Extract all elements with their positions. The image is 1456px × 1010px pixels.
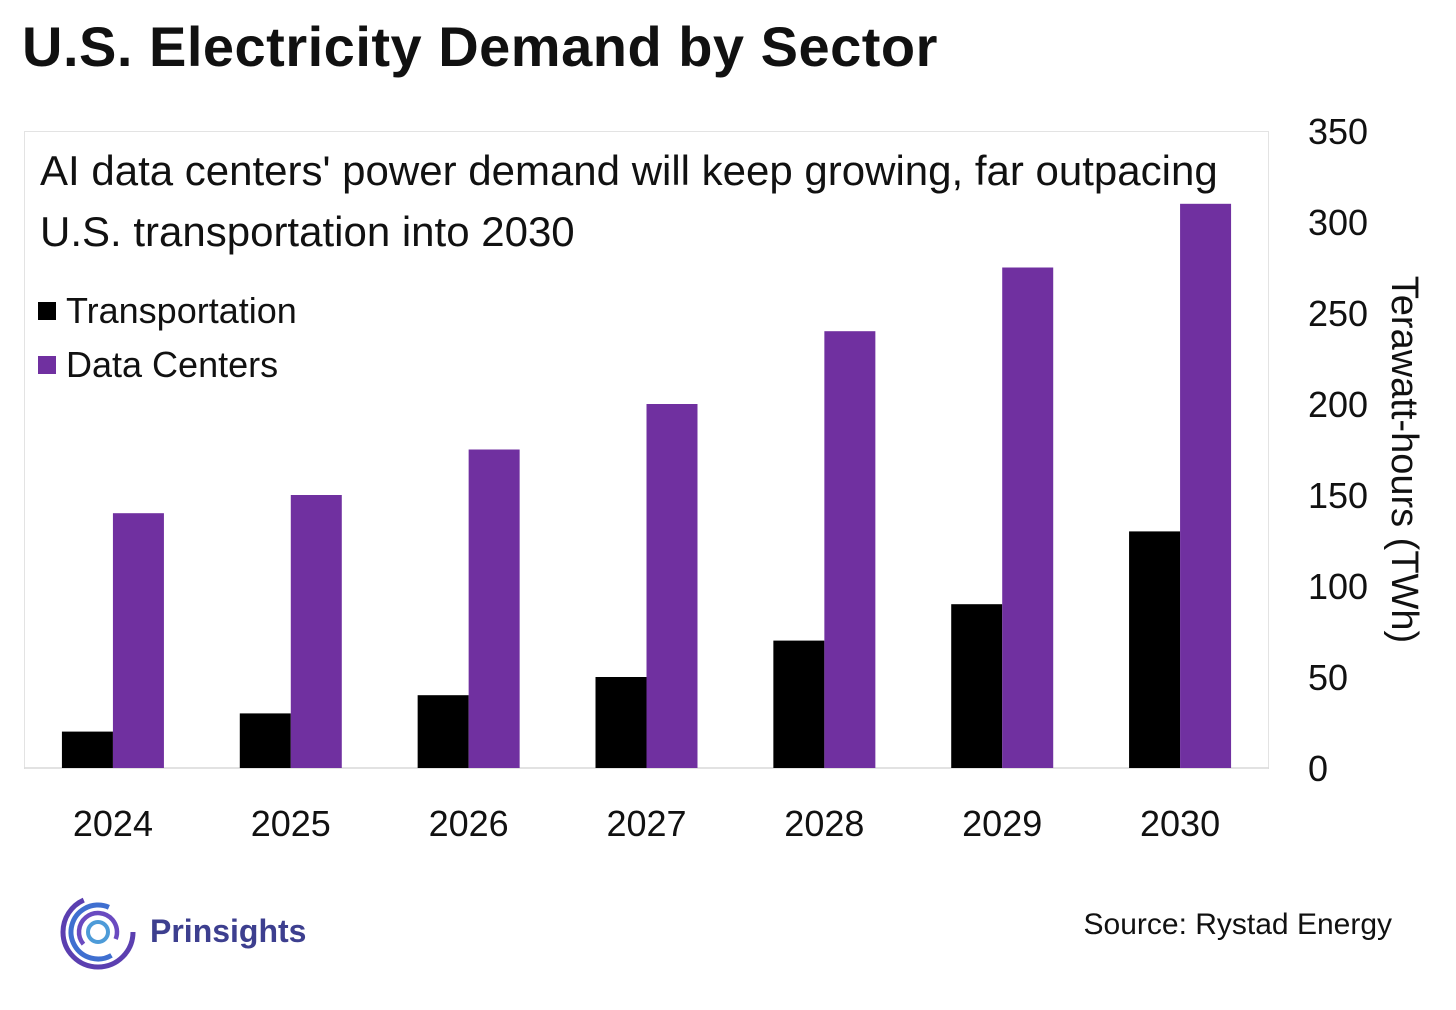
bar-transportation-2028 (773, 640, 825, 768)
y-tick-label: 200 (1308, 384, 1368, 425)
y-axis-title: Terawatt-hours (TWh) (1383, 276, 1425, 643)
bar-transportation-2024 (61, 731, 113, 768)
bar-data-centers-2027 (646, 404, 698, 768)
bar-data-centers-2029 (1002, 267, 1054, 768)
y-tick-label: 250 (1308, 293, 1368, 334)
bar-data-centers-2028 (824, 331, 876, 768)
legend-item-transportation: Transportation (38, 284, 297, 338)
bar-data-centers-2026 (468, 449, 520, 768)
x-tick-label: 2029 (962, 803, 1042, 844)
bar-data-centers-2024 (112, 513, 164, 768)
bar-transportation-2030 (1129, 531, 1181, 768)
bar-data-centers-2030 (1180, 203, 1232, 769)
legend-label-data-centers: Data Centers (66, 344, 279, 385)
prinsights-logo: Prinsights (60, 890, 306, 972)
chart-subtitle: AI data centers' power demand will keep … (40, 147, 1218, 255)
bar-transportation-2025 (239, 713, 291, 768)
legend-item-data-centers: Data Centers (38, 338, 297, 392)
prinsights-swirl-icon (60, 894, 136, 970)
y-tick-label: 350 (1308, 111, 1368, 152)
source-note: Source: Rystad Energy (1083, 908, 1392, 941)
y-tick-label: 0 (1308, 748, 1328, 789)
x-tick-label: 2026 (429, 803, 509, 844)
x-tick-label: 2024 (73, 803, 153, 844)
plot-area (24, 131, 1269, 769)
x-tick-label: 2027 (606, 803, 686, 844)
legend-label-transportation: Transportation (66, 290, 297, 331)
bar-transportation-2027 (595, 677, 647, 768)
y-tick-label: 100 (1308, 566, 1368, 607)
bar-transportation-2029 (951, 604, 1003, 768)
x-tick-label: 2028 (784, 803, 864, 844)
y-tick-label: 150 (1308, 475, 1368, 516)
legend: Transportation Data Centers (38, 284, 297, 392)
logo-text: Prinsights (150, 912, 307, 949)
bar-data-centers-2025 (290, 495, 342, 768)
y-tick-label: 50 (1308, 657, 1348, 698)
legend-swatch-transportation (38, 302, 56, 320)
x-tick-label: 2025 (251, 803, 331, 844)
x-tick-label: 2030 (1140, 803, 1220, 844)
bar-transportation-2026 (417, 695, 469, 768)
y-tick-label: 300 (1308, 202, 1368, 243)
page-title: U.S. Electricity Demand by Sector (22, 15, 938, 78)
legend-swatch-data-centers (38, 356, 56, 374)
